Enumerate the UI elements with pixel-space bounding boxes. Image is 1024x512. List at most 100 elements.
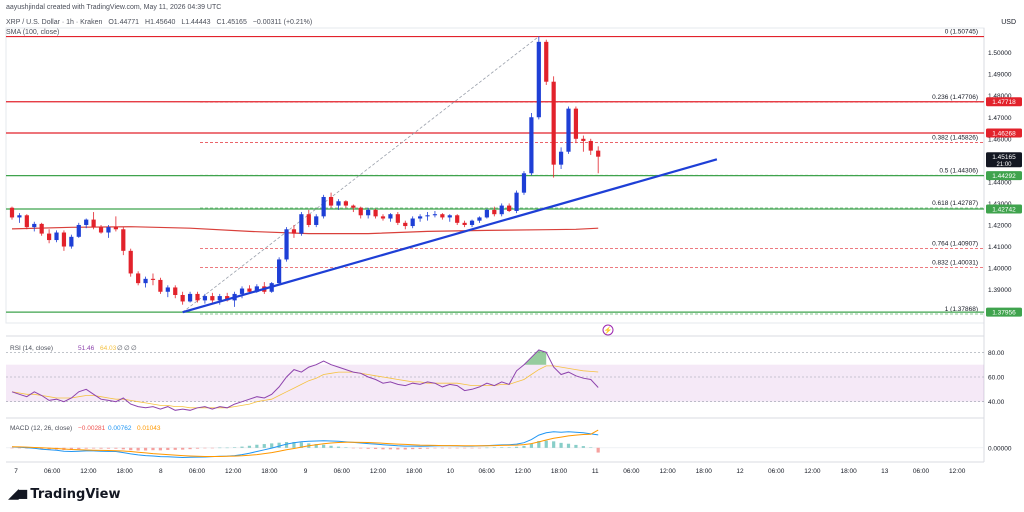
rsi-legend-value: 51.46 bbox=[78, 345, 95, 352]
macd-tick-label: 0.00000 bbox=[988, 445, 1012, 452]
symbol-header: XRP / U.S. Dollar · 1h · Kraken O1.44771… bbox=[6, 19, 316, 26]
macd-histogram-bar bbox=[277, 442, 281, 448]
macd-histogram-bar bbox=[17, 447, 22, 449]
macd-histogram-bar bbox=[121, 447, 125, 450]
candle-body bbox=[573, 108, 579, 139]
candle-body bbox=[239, 288, 245, 294]
candle-body bbox=[514, 192, 519, 211]
candle-body bbox=[343, 201, 348, 206]
candle-body bbox=[321, 196, 326, 217]
candle-body bbox=[447, 215, 452, 218]
rsi-overbought-fill bbox=[509, 349, 547, 365]
macd-histogram-bar bbox=[77, 447, 81, 450]
macd-histogram-bar bbox=[99, 447, 103, 449]
macd-histogram-bar bbox=[143, 447, 148, 451]
replay-icon: ⚡ bbox=[604, 326, 613, 335]
candle-body bbox=[507, 205, 512, 211]
candle-body bbox=[373, 209, 378, 217]
x-tick-label: 06:00 bbox=[913, 468, 930, 475]
macd-histogram-bar bbox=[359, 447, 363, 449]
candle-body bbox=[395, 214, 400, 223]
candle-body bbox=[551, 81, 556, 165]
x-tick-label: 06:00 bbox=[623, 468, 640, 475]
macd-histogram-bar bbox=[218, 447, 222, 449]
price-tag-label: 1.47718 bbox=[992, 99, 1016, 106]
macd-histogram-bar bbox=[492, 447, 496, 448]
candle-body bbox=[284, 229, 289, 260]
price-tag bbox=[986, 171, 1022, 181]
candle-body bbox=[136, 273, 141, 284]
macd-histogram-bar bbox=[566, 443, 571, 448]
macd-histogram-bar bbox=[114, 447, 118, 449]
y-tick-label: 1.40000 bbox=[988, 266, 1012, 273]
replay-icon bbox=[602, 324, 614, 336]
rsi-legend-label: RSI (14, close) bbox=[10, 345, 53, 352]
macd-histogram-bar bbox=[552, 441, 556, 448]
candle-body bbox=[432, 214, 438, 216]
candle-body bbox=[536, 41, 541, 118]
x-tick-label: 12:00 bbox=[515, 468, 532, 475]
x-tick-label: 06:00 bbox=[334, 468, 351, 475]
fib-level-label: 0.618 (1.42787) bbox=[932, 200, 978, 207]
macd-histogram-bar bbox=[514, 446, 519, 448]
x-tick-label: 11 bbox=[592, 468, 599, 475]
price-tag-label: 1.37956 bbox=[992, 309, 1016, 316]
candle-body bbox=[54, 232, 59, 241]
candle-body bbox=[596, 150, 601, 157]
candle-body bbox=[195, 293, 200, 301]
x-tick-label: 8 bbox=[159, 468, 163, 475]
candle-body bbox=[128, 250, 133, 274]
macd-histogram-bar bbox=[366, 447, 370, 449]
rsi-legend-value: ∅ bbox=[124, 345, 130, 352]
ohlc-open: O1.44771 bbox=[108, 19, 140, 26]
macd-signal-line bbox=[11, 429, 599, 457]
candle-body bbox=[581, 138, 586, 141]
rsi-tick-label: 40.00 bbox=[988, 399, 1005, 406]
brand-logo[interactable]: ◢◼ TradingView bbox=[8, 486, 120, 502]
macd-histogram-bar bbox=[403, 447, 407, 450]
candle-body bbox=[469, 220, 475, 225]
symbol-name[interactable]: XRP / U.S. Dollar · 1h · Kraken bbox=[6, 19, 103, 26]
candle-body bbox=[9, 207, 15, 218]
macd-histogram-bar bbox=[299, 442, 303, 448]
candle-body bbox=[24, 215, 29, 228]
candle-body bbox=[187, 293, 193, 302]
macd-histogram-bar bbox=[10, 447, 14, 449]
candle-body bbox=[84, 219, 89, 225]
macd-histogram-bar bbox=[195, 447, 200, 449]
sma-legend[interactable]: SMA (100, close) bbox=[6, 29, 63, 36]
candle-body bbox=[455, 215, 460, 223]
candle-body bbox=[492, 209, 497, 215]
candle-body bbox=[47, 233, 52, 241]
x-tick-label: 18:00 bbox=[696, 468, 713, 475]
candle-body bbox=[588, 140, 593, 151]
candle-body bbox=[165, 287, 170, 292]
macd-histogram-bar bbox=[106, 447, 111, 449]
macd-histogram-bar bbox=[470, 447, 474, 449]
rsi-legend-value: ∅ bbox=[131, 345, 137, 352]
candle-body bbox=[106, 227, 111, 233]
y-tick-label: 1.49000 bbox=[988, 72, 1012, 79]
macd-histogram-bar bbox=[440, 447, 444, 449]
macd-histogram-bar bbox=[210, 447, 214, 449]
candle-body bbox=[521, 173, 527, 193]
candle-body bbox=[217, 296, 222, 301]
price-tag bbox=[986, 204, 1022, 214]
y-tick-label: 1.44000 bbox=[988, 179, 1012, 186]
price-tag bbox=[986, 128, 1022, 138]
candle-body bbox=[277, 259, 282, 284]
support-trendline bbox=[182, 158, 718, 314]
candle-body bbox=[291, 229, 297, 234]
macd-histogram-bar bbox=[455, 447, 459, 449]
macd-histogram-bar bbox=[411, 447, 415, 450]
candle-body bbox=[314, 216, 319, 225]
y-tick-label: 1.39000 bbox=[988, 287, 1012, 294]
macd-histogram-bar bbox=[596, 447, 600, 453]
candle-body bbox=[306, 214, 311, 225]
sma-label: SMA (100, close) bbox=[6, 29, 60, 36]
candle-body bbox=[32, 223, 37, 228]
candle-body bbox=[98, 227, 104, 233]
x-tick-label: 12:00 bbox=[80, 468, 97, 475]
macd-histogram-bar bbox=[203, 447, 207, 449]
